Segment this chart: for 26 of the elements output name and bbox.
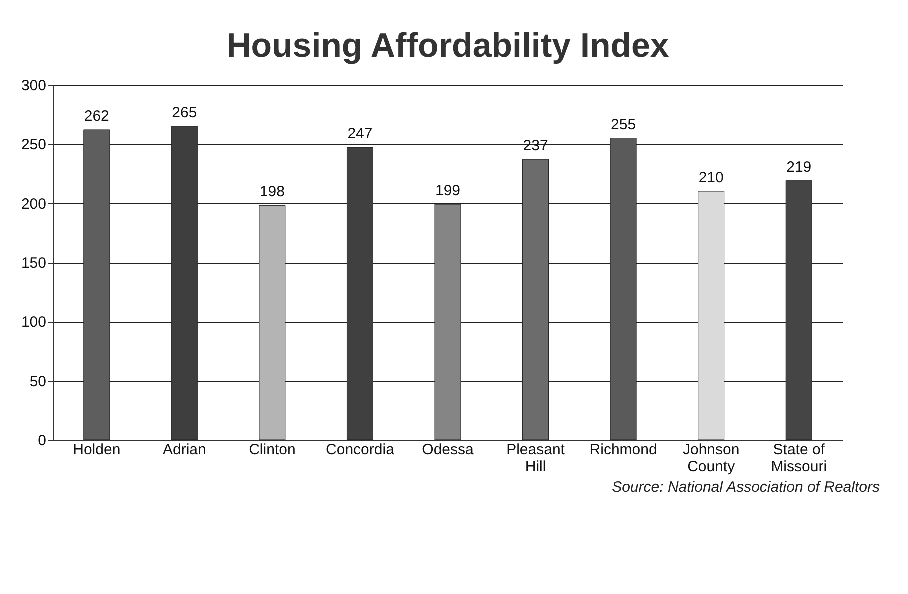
x-tick-label: Odessa — [422, 442, 474, 458]
x-tick-label: Holden — [73, 442, 121, 458]
data-label: 210 — [698, 170, 724, 186]
y-tick-label: 150 — [21, 255, 46, 272]
x-tick-label: Adrian — [162, 442, 206, 458]
x-tick-label: Pleasant Hill — [506, 442, 566, 476]
data-label: 255 — [611, 116, 636, 134]
data-label: 198 — [260, 184, 285, 201]
x-tick-label: Johnson County — [682, 442, 740, 476]
data-label: 247 — [348, 126, 373, 143]
y-tick-label: 300 — [21, 78, 46, 94]
x-tick-label: Richmond — [590, 442, 658, 458]
data-label: 219 — [786, 158, 812, 176]
y-tick-label: 50 — [30, 373, 46, 390]
y-tick-label: 200 — [21, 196, 46, 213]
data-label: 262 — [84, 108, 110, 125]
chart-title: Housing Affordability Index — [226, 27, 670, 65]
x-tick-label: Concordia — [326, 442, 396, 458]
data-label: 265 — [172, 104, 198, 122]
x-tick-label: Clinton — [249, 442, 296, 458]
y-tick-label: 250 — [21, 136, 46, 154]
y-tick-label: 0 — [38, 432, 46, 450]
source-note: Source: National Association of Realtors — [611, 479, 880, 496]
x-tick-label: State of Missouri — [771, 442, 828, 476]
y-tick-label: 100 — [21, 314, 46, 332]
data-label: 199 — [435, 182, 461, 200]
